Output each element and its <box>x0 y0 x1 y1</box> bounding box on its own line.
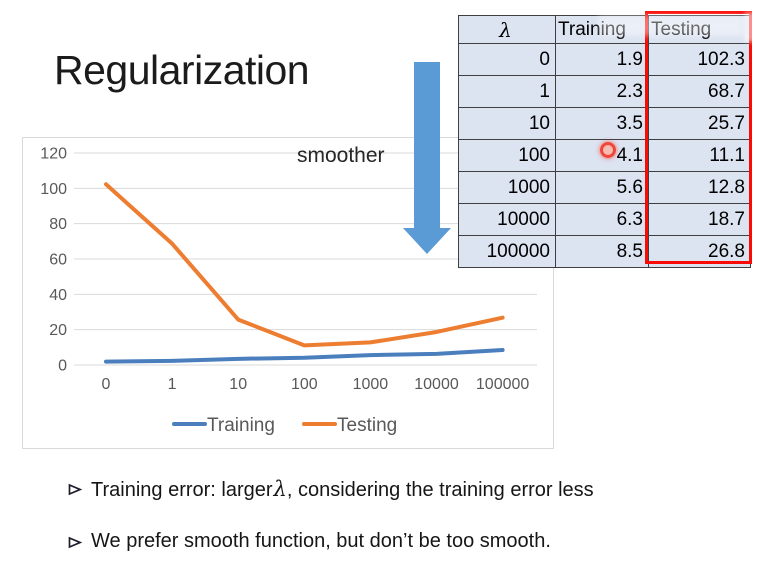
table-cell: 1000 <box>458 171 556 204</box>
y-tick-label: 100 <box>40 181 67 198</box>
y-tick-label: 0 <box>58 358 67 375</box>
laser-pointer-dot <box>600 142 616 158</box>
table-row: 100000 8.5 26.8 <box>458 235 751 268</box>
table-cell: 100 <box>458 139 556 172</box>
table-row: 10000 6.3 18.7 <box>458 203 751 236</box>
smoother-label: smoother <box>297 144 385 167</box>
table-cell: 100000 <box>458 235 556 268</box>
y-tick-label: 60 <box>49 252 67 269</box>
table-cell: 10000 <box>458 203 556 236</box>
bullet-arrow-icon <box>68 483 82 496</box>
table-cell: 26.8 <box>648 235 751 268</box>
x-tick-label: 100000 <box>476 376 529 393</box>
bullet-text: We prefer smooth function, but don’t be … <box>91 530 551 552</box>
y-tick-label: 120 <box>40 146 67 163</box>
y-tick-label: 20 <box>49 322 67 339</box>
table-row: 1000 5.6 12.8 <box>458 171 751 204</box>
table-cell: 25.7 <box>648 107 751 140</box>
x-tick-label: 10 <box>229 376 247 393</box>
bullet-item: We prefer smooth function, but don’t be … <box>68 530 594 554</box>
legend-label: Training <box>207 415 275 436</box>
table-header-cell: Testing <box>648 15 751 44</box>
table-cell: 10 <box>458 107 556 140</box>
lambda-symbol: λ <box>273 477 287 501</box>
table-cell: 18.7 <box>648 203 751 236</box>
bullet-list: Training error: larger λ, considering the… <box>68 477 594 571</box>
down-arrow-icon <box>403 62 451 254</box>
table-row: 0 1.9 102.3 <box>458 43 751 76</box>
table-cell: 1 <box>458 75 556 108</box>
bullet-text: , considering the training error less <box>286 479 594 501</box>
table-cell: 12.8 <box>648 171 751 204</box>
table-cell: 5.6 <box>555 171 649 204</box>
table-cell: 6.3 <box>555 203 649 236</box>
table-cell: 8.5 <box>555 235 649 268</box>
y-tick-label: 40 <box>49 287 67 304</box>
bullet-text: Training error: larger <box>91 479 273 501</box>
series-line-training <box>104 347 505 364</box>
table-row: 100 4.1 11.1 <box>458 139 751 172</box>
x-tick-label: 1 <box>168 376 177 393</box>
x-tick-label: 100 <box>291 376 318 393</box>
table-cell: 0 <box>458 43 556 76</box>
legend-label: Testing <box>337 415 397 436</box>
table-cell: 2.3 <box>555 75 649 108</box>
watermark <box>744 12 771 42</box>
table-cell: 68.7 <box>648 75 751 108</box>
bullet-arrow-icon <box>68 536 82 549</box>
x-tick-label: 0 <box>102 376 111 393</box>
table-header-cell: λ <box>458 15 556 44</box>
y-tick-label: 80 <box>49 216 67 233</box>
series-line-testing <box>104 182 505 348</box>
bullet-item: Training error: larger λ, considering the… <box>68 477 594 501</box>
watermark <box>598 15 744 36</box>
x-tick-label: 1000 <box>353 376 389 393</box>
x-tick-label: 10000 <box>414 376 459 393</box>
page-title: Regularization <box>54 47 310 93</box>
table-cell: 1.9 <box>555 43 649 76</box>
table-cell: 11.1 <box>648 139 751 172</box>
table-row: 1 2.3 68.7 <box>458 75 751 108</box>
table-row: 10 3.5 25.7 <box>458 107 751 140</box>
table-header-row: λ Training Testing <box>458 15 751 44</box>
table-cell: 3.5 <box>555 107 649 140</box>
table-cell: 102.3 <box>648 43 751 76</box>
